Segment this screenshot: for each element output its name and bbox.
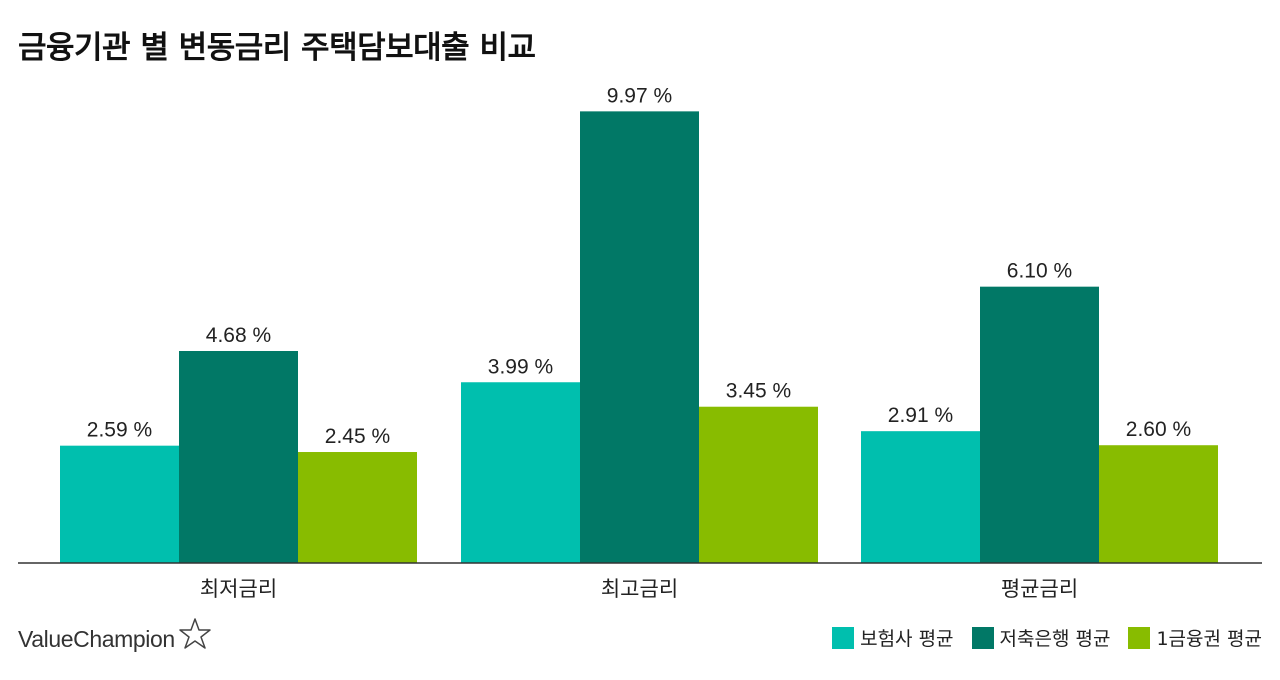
data-label-savings-bank-2: 9.97 %: [607, 84, 672, 107]
legend-swatch-insurance: [832, 626, 855, 649]
legend-label-savings-bank: 저축은행 평균: [999, 628, 1111, 650]
brand-logo: ValueChampion: [18, 618, 212, 656]
legend-item-insurance: 보험사 평균: [832, 624, 954, 651]
category-label-1: 최저금리: [200, 577, 277, 601]
brand-name: ValueChampion: [18, 625, 175, 652]
data-label-insurance-2: 3.99 %: [488, 355, 553, 378]
labels-layer: 2.59 % 4.68 % 2.45 % 최저금리 3.99 % 9.97 % 3.45 %…: [87, 84, 1191, 601]
star-outline-icon: [178, 617, 212, 651]
data-label-first-tier-bank-2: 3.45 %: [726, 380, 791, 403]
bars-layer: [60, 111, 1218, 563]
data-label-first-tier-bank-3: 2.60 %: [1126, 418, 1191, 441]
bar-savings-bank-1: [179, 350, 298, 563]
data-label-savings-bank-3: 6.10 %: [1007, 260, 1072, 283]
legend-label-first-tier-bank: 1금융권 평균: [1156, 628, 1262, 650]
legend-item-first-tier-bank: 1금융권 평균: [1128, 624, 1262, 651]
data-label-first-tier-bank-1: 2.45 %: [325, 425, 390, 448]
bar-savings-bank-3: [980, 286, 1099, 563]
legend-swatch-savings-bank: [971, 626, 994, 649]
data-label-savings-bank-1: 4.68 %: [206, 324, 271, 347]
bar-first-tier-bank-3: [1099, 445, 1218, 563]
chart-legend: 보험사 평균 저축은행 평균 1금융권 평균: [832, 624, 1262, 651]
data-label-insurance-3: 2.91 %: [888, 404, 953, 427]
category-label-3: 평균금리: [1001, 577, 1078, 601]
bar-insurance-2: [461, 382, 580, 563]
legend-label-insurance: 보험사 평균: [860, 628, 954, 650]
legend-swatch-first-tier-bank: [1128, 626, 1151, 649]
chart-title: 금융기관 별 변동금리 주택담보대출 비교: [18, 30, 536, 66]
data-label-insurance-1: 2.59 %: [87, 419, 152, 442]
category-label-2: 최고금리: [601, 577, 678, 601]
bar-insurance-3: [861, 431, 980, 563]
bar-first-tier-bank-2: [699, 406, 818, 563]
bar-first-tier-bank-1: [298, 452, 417, 563]
bar-insurance-1: [60, 445, 179, 563]
bar-savings-bank-2: [580, 111, 699, 563]
legend-item-savings-bank: 저축은행 평균: [971, 624, 1111, 651]
